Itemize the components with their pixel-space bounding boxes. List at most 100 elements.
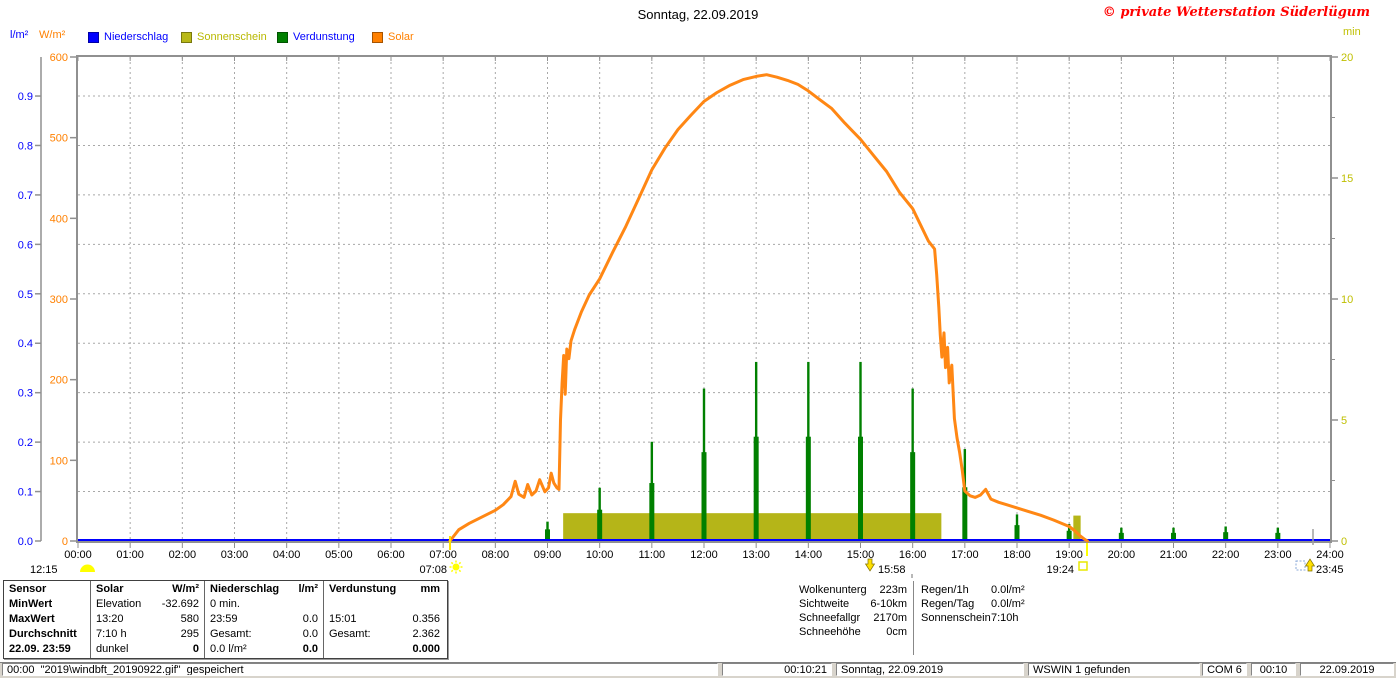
marker-time-sunrise: 07:08 — [419, 564, 447, 576]
stats-column-verdunstung: Verdunstung mm 15:01 0.356 Gesamt: 2.362 0.000 — [323, 581, 445, 658]
weather-info-row: Schneehöhe 0cm — [799, 626, 907, 638]
stats-cell: 15:01 0.356 — [329, 613, 440, 625]
moon-icon — [80, 564, 95, 572]
stats-cell: Gesamt: 0.0 — [210, 628, 318, 640]
tick-label-time: 22:00 — [1212, 549, 1240, 561]
focus-box-icon — [1295, 560, 1306, 571]
stats-cell: 0.000 — [412, 643, 440, 655]
status-bar: 00:00 "2019\windbft_20190922.gif" gespei… — [0, 663, 1396, 678]
stats-row-label: Durchschnitt — [9, 628, 77, 640]
tick-label-time: 12:00 — [690, 549, 718, 561]
stats-table: Sensor MinWert MaxWert Durchschnitt 22.09. 2… — [3, 580, 448, 659]
arrow-down-icon — [864, 558, 876, 572]
weather-info-row: Regen/1h 0.0l/m² — [921, 584, 1025, 596]
stats-cell: 23:59 0.0 — [210, 613, 318, 625]
marker-time-moon: 12:15 — [30, 564, 58, 576]
tick-label-sunshine: 15 — [1341, 173, 1353, 185]
legend-label: Verdunstung — [293, 31, 355, 43]
tick-label-time: 05:00 — [325, 549, 353, 561]
tick-label-time: 19:00 — [1055, 549, 1083, 561]
legend-label: Sonnenschein — [197, 31, 267, 43]
info-panel-left: Wolkenunterg 223m Sichtweite 6-10km Schneefa… — [799, 583, 907, 639]
tick-label-time: 02:00 — [169, 549, 197, 561]
sunshine-band — [563, 513, 942, 539]
tick-label-sunshine: 20 — [1341, 52, 1353, 64]
stats-cell: 7:10 h 295 — [96, 628, 199, 640]
tick-label-precip: 0.2 — [18, 437, 33, 449]
tick-label-time: 14:00 — [795, 549, 823, 561]
page-title: Sonntag, 22.09.2019 — [637, 7, 759, 22]
tick-label-sunshine: 10 — [1341, 294, 1353, 306]
tick-label-time: 08:00 — [482, 549, 510, 561]
axis-unit-sunshine: min — [1343, 26, 1361, 38]
stats-column-header: Verdunstung mm — [329, 583, 440, 595]
tick-label-solar: 600 — [50, 52, 68, 64]
copyright-note: © private Wetterstation Süderlügum — [1102, 5, 1370, 20]
tick-label-sunshine: 0 — [1341, 536, 1347, 548]
statusbar-date: 22.09.2019 — [1300, 663, 1394, 676]
stats-column-niederschlag: Niederschlag l/m² 0 min. 23:59 0.0 Gesamt: 0.0… — [204, 581, 323, 658]
info-panel-divider — [913, 581, 914, 655]
legend-item-verdunstung: Verdunstung — [277, 31, 355, 43]
stats-column-header: Niederschlag l/m² — [210, 583, 318, 595]
tick-label-time: 01:00 — [116, 549, 144, 561]
marker-time-sunset: 19:24 — [1046, 564, 1074, 576]
axis-unit-solar: W/m² — [39, 29, 66, 41]
stats-cell: dunkel 0 — [96, 643, 199, 655]
legend-swatch-icon — [277, 31, 288, 43]
stats-row-label: MinWert — [9, 598, 53, 610]
statusbar-elapsed-time: 00:10:21 — [722, 663, 832, 676]
stats-cell: 13:20 580 — [96, 613, 199, 625]
verdunstung-spike — [1120, 527, 1123, 540]
tick-label-time: 06:00 — [377, 549, 405, 561]
square-open-icon — [1078, 561, 1088, 571]
tick-label-time: 24:00 — [1316, 549, 1344, 561]
tick-label-time: 20:00 — [1108, 549, 1136, 561]
tick-label-precip: 0.9 — [18, 91, 33, 103]
tick-label-time: 03:00 — [221, 549, 249, 561]
sunshine-band — [1073, 515, 1081, 539]
legend-label: Solar — [388, 31, 414, 43]
info-panel-right: Regen/1h 0.0l/m² Regen/Tag 0.0l/m² Sonnensch… — [921, 583, 1051, 625]
tick-label-precip: 0.4 — [18, 338, 33, 350]
legend-swatch-icon — [372, 31, 383, 43]
tick-label-time: 21:00 — [1160, 549, 1188, 561]
tick-label-precip: 0.5 — [18, 289, 33, 301]
tick-label-time: 04:00 — [273, 549, 301, 561]
verdunstung-spike — [859, 361, 862, 540]
arrow-up-icon — [1304, 558, 1316, 572]
weather-info-row: Sonnenschein 7:10h — [921, 612, 1019, 624]
legend-label: Niederschlag — [104, 31, 169, 43]
stats-cell: 0.0 l/m² 0.0 — [210, 643, 318, 655]
statusbar-com-port: COM 6 — [1202, 663, 1247, 676]
weather-info-row: Wolkenunterg 223m — [799, 584, 907, 596]
tick-label-precip: 0.3 — [18, 388, 33, 400]
verdunstung-spike — [650, 441, 654, 540]
weather-info-row: Schneefallgr 2170m — [799, 612, 907, 624]
tick-label-precip: 0.7 — [18, 190, 33, 202]
tick-label-time: 09:00 — [534, 549, 562, 561]
tick-label-solar: 500 — [50, 133, 68, 145]
verdunstung-spike — [807, 361, 810, 540]
verdunstung-spike — [1015, 514, 1019, 540]
tick-label-time: 16:00 — [899, 549, 927, 561]
verdunstung-spike — [911, 388, 914, 540]
verdunstung-spike — [702, 388, 706, 540]
tick-label-time: 11:00 — [638, 549, 665, 561]
verdunstung-spike — [1276, 527, 1280, 540]
verdunstung-spike — [963, 449, 967, 540]
tick-label-time: 13:00 — [742, 549, 770, 561]
stats-cell: Gesamt: 2.362 — [329, 628, 440, 640]
tick-label-precip: 0.0 — [18, 536, 33, 548]
solar-curve — [448, 73, 1089, 543]
legend-item-solar: Solar — [372, 31, 414, 43]
statusbar-file-message: 00:00 "2019\windbft_20190922.gif" gespei… — [2, 663, 718, 676]
statusbar-date-long: Sonntag, 22.09.2019 — [836, 663, 1024, 676]
tick-label-solar: 100 — [50, 455, 68, 467]
tick-label-precip: 0.6 — [18, 239, 33, 251]
tick-label-solar: 200 — [50, 375, 68, 387]
stats-cell — [324, 597, 445, 612]
sun-icon — [449, 560, 463, 574]
stats-row-labels: Sensor MinWert MaxWert Durchschnitt 22.09. 2… — [4, 581, 90, 658]
